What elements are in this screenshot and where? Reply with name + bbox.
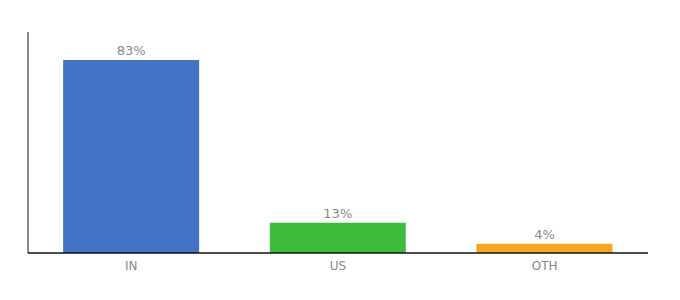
svg-text:4%: 4% <box>534 227 555 242</box>
svg-text:OTH: OTH <box>532 259 558 273</box>
svg-text:13%: 13% <box>323 206 352 221</box>
svg-text:IN: IN <box>125 259 138 273</box>
svg-text:83%: 83% <box>117 43 146 58</box>
svg-text:US: US <box>330 259 346 273</box>
